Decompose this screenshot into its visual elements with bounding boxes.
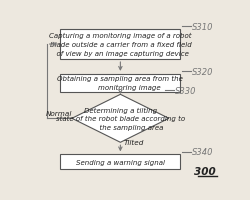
Text: Obtaining a sampling area from the
        monitoring image: Obtaining a sampling area from the monit… bbox=[58, 76, 183, 91]
Text: S320: S320 bbox=[192, 67, 214, 76]
FancyBboxPatch shape bbox=[60, 155, 180, 169]
FancyBboxPatch shape bbox=[60, 74, 180, 92]
FancyBboxPatch shape bbox=[60, 30, 180, 60]
Text: Sending a warning signal: Sending a warning signal bbox=[76, 159, 165, 165]
Text: S330: S330 bbox=[174, 87, 196, 95]
Text: Capturing a monitoring image of a robot
blade outside a carrier from a fixed fie: Capturing a monitoring image of a robot … bbox=[49, 33, 192, 56]
Text: Tilted: Tilted bbox=[123, 140, 144, 145]
Polygon shape bbox=[72, 95, 169, 143]
Text: Determining a tilting
state of the robot blade according to
          the sampli: Determining a tilting state of the robot… bbox=[56, 107, 185, 130]
Text: 300: 300 bbox=[194, 166, 215, 176]
Text: Normal: Normal bbox=[46, 111, 72, 117]
Text: S310: S310 bbox=[192, 23, 214, 31]
Text: S340: S340 bbox=[192, 147, 214, 156]
